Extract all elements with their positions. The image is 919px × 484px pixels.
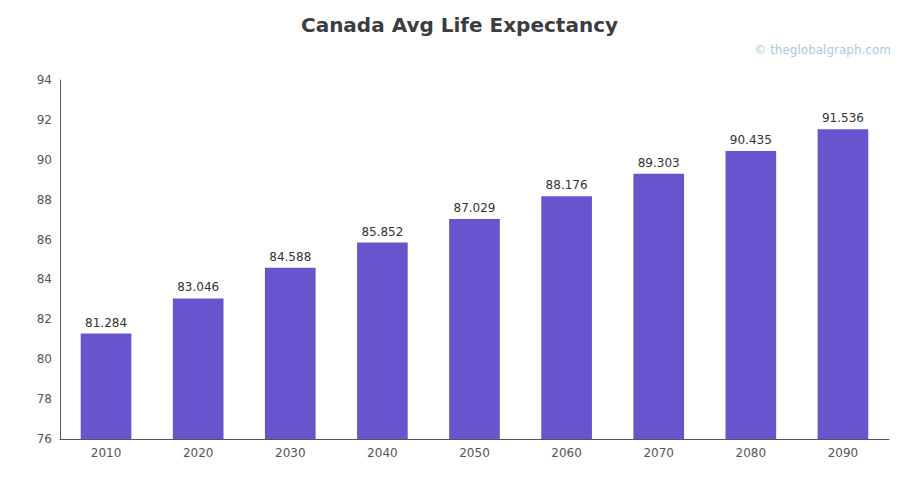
svg-text:2010: 2010: [91, 446, 122, 460]
svg-text:86: 86: [37, 233, 52, 247]
svg-text:91.536: 91.536: [822, 111, 864, 125]
svg-text:2080: 2080: [736, 446, 767, 460]
svg-text:87.029: 87.029: [454, 201, 496, 215]
svg-text:© theglobalgraph.com: © theglobalgraph.com: [754, 43, 891, 57]
svg-text:90: 90: [37, 153, 52, 167]
svg-text:78: 78: [37, 392, 52, 406]
svg-text:90.435: 90.435: [730, 133, 772, 147]
svg-text:2060: 2060: [551, 446, 582, 460]
svg-text:2050: 2050: [459, 446, 490, 460]
svg-text:84.588: 84.588: [269, 250, 311, 264]
svg-text:81.284: 81.284: [85, 316, 127, 330]
svg-text:84: 84: [37, 272, 52, 286]
svg-text:92: 92: [37, 113, 52, 127]
svg-text:88: 88: [37, 193, 52, 207]
svg-text:85.852: 85.852: [361, 225, 403, 239]
svg-text:89.303: 89.303: [638, 156, 680, 170]
svg-text:Canada Avg Life Expectancy: Canada Avg Life Expectancy: [301, 13, 618, 37]
svg-text:2030: 2030: [275, 446, 306, 460]
svg-text:2020: 2020: [183, 446, 214, 460]
svg-text:2070: 2070: [643, 446, 674, 460]
svg-text:2090: 2090: [828, 446, 859, 460]
svg-text:76: 76: [37, 432, 52, 446]
svg-text:94: 94: [37, 73, 52, 87]
svg-text:83.046: 83.046: [177, 280, 219, 294]
svg-text:88.176: 88.176: [546, 178, 588, 192]
svg-text:82: 82: [37, 312, 52, 326]
svg-text:80: 80: [37, 352, 52, 366]
svg-text:2040: 2040: [367, 446, 398, 460]
